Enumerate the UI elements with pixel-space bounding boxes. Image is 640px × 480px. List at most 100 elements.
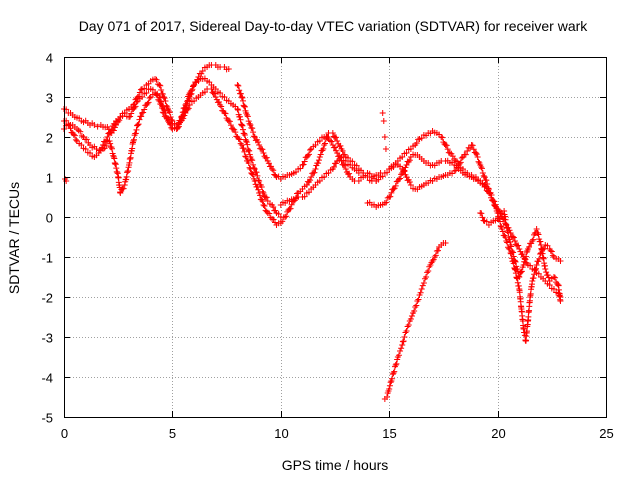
data-point: [301, 193, 308, 200]
data-point: [178, 113, 185, 120]
data-point: [526, 244, 533, 251]
data-point: [403, 328, 410, 334]
data-point: [518, 268, 525, 275]
data-point: [438, 134, 445, 140]
data-point: [542, 266, 549, 272]
data-point: [462, 151, 469, 158]
data-point: [316, 154, 323, 160]
data-point: [259, 198, 266, 205]
data-point: [401, 168, 408, 175]
data-point: [260, 202, 267, 208]
data-point: [246, 147, 253, 154]
data-point: [143, 90, 150, 96]
y-tick-label: -1: [41, 251, 53, 266]
data-point: [259, 188, 266, 195]
data-point: [136, 116, 143, 123]
data-point: [457, 159, 464, 166]
data-point: [283, 213, 290, 220]
data-point: [130, 136, 137, 143]
data-point: [72, 136, 79, 143]
data-point: [158, 87, 165, 94]
data-point: [78, 142, 85, 148]
data-point: [489, 196, 496, 203]
data-point: [557, 258, 564, 264]
data-point: [270, 216, 277, 223]
data-point: [240, 102, 247, 109]
data-point: [472, 174, 479, 180]
data-point: [287, 205, 294, 212]
data-point: [179, 109, 186, 116]
data-point: [104, 134, 111, 140]
data-point: [254, 172, 261, 179]
data-point: [496, 215, 503, 222]
data-point: [256, 142, 263, 148]
data-point: [107, 129, 114, 136]
data-point: [403, 162, 410, 168]
data-point: [522, 256, 529, 263]
data-point: [443, 142, 450, 149]
data-point: [234, 106, 241, 112]
data-point: [250, 164, 257, 171]
data-point: [288, 201, 295, 208]
data-point: [270, 167, 277, 174]
data-point: [399, 154, 406, 160]
y-tick-label: -3: [41, 331, 53, 346]
data-point: [406, 178, 413, 185]
data-point: [311, 169, 318, 176]
x-tick-label: 20: [491, 426, 505, 441]
data-point: [217, 90, 224, 96]
data-point: [472, 150, 479, 156]
data-point: [386, 386, 393, 392]
data-point: [341, 162, 348, 169]
data-point: [277, 214, 284, 220]
data-point: [384, 194, 391, 201]
data-point: [255, 138, 262, 145]
data-point: [379, 173, 386, 180]
data-point: [511, 258, 518, 264]
data-point: [381, 134, 388, 140]
data-point: [535, 231, 542, 238]
data-point: [235, 135, 242, 142]
data-point: [484, 180, 491, 187]
data-point: [184, 106, 191, 113]
data-point: [181, 104, 188, 111]
data-point: [140, 109, 147, 116]
data-point: [346, 170, 353, 177]
data-point: [333, 134, 340, 141]
data-point: [518, 269, 525, 276]
data-point: [156, 94, 163, 100]
data-point: [145, 99, 152, 106]
data-point: [413, 302, 420, 309]
data-point: [241, 131, 248, 138]
data-point: [366, 170, 373, 177]
data-point: [305, 189, 312, 196]
data-point: [116, 117, 123, 124]
data-point: [479, 170, 486, 177]
data-point: [342, 166, 349, 172]
data-point: [424, 269, 431, 276]
data-point: [399, 342, 406, 348]
data-point: [249, 170, 256, 177]
data-point: [328, 138, 335, 145]
series-track-e: [277, 128, 488, 208]
data-point: [446, 150, 453, 156]
data-point: [382, 146, 389, 152]
data-point: [235, 82, 242, 89]
data-point: [121, 110, 128, 116]
data-point: [420, 280, 427, 286]
data-point: [159, 102, 166, 109]
data-point: [401, 334, 408, 340]
data-point: [530, 275, 537, 282]
data-point: [258, 196, 265, 203]
data-point: [543, 269, 550, 276]
data-point: [400, 338, 407, 345]
data-point: [515, 273, 522, 280]
data-point: [130, 138, 137, 144]
data-point: [168, 124, 175, 131]
data-point: [237, 90, 244, 97]
data-point: [292, 169, 299, 176]
data-point: [77, 128, 84, 135]
data-point: [239, 94, 246, 101]
x-tick-label: 25: [599, 426, 613, 441]
